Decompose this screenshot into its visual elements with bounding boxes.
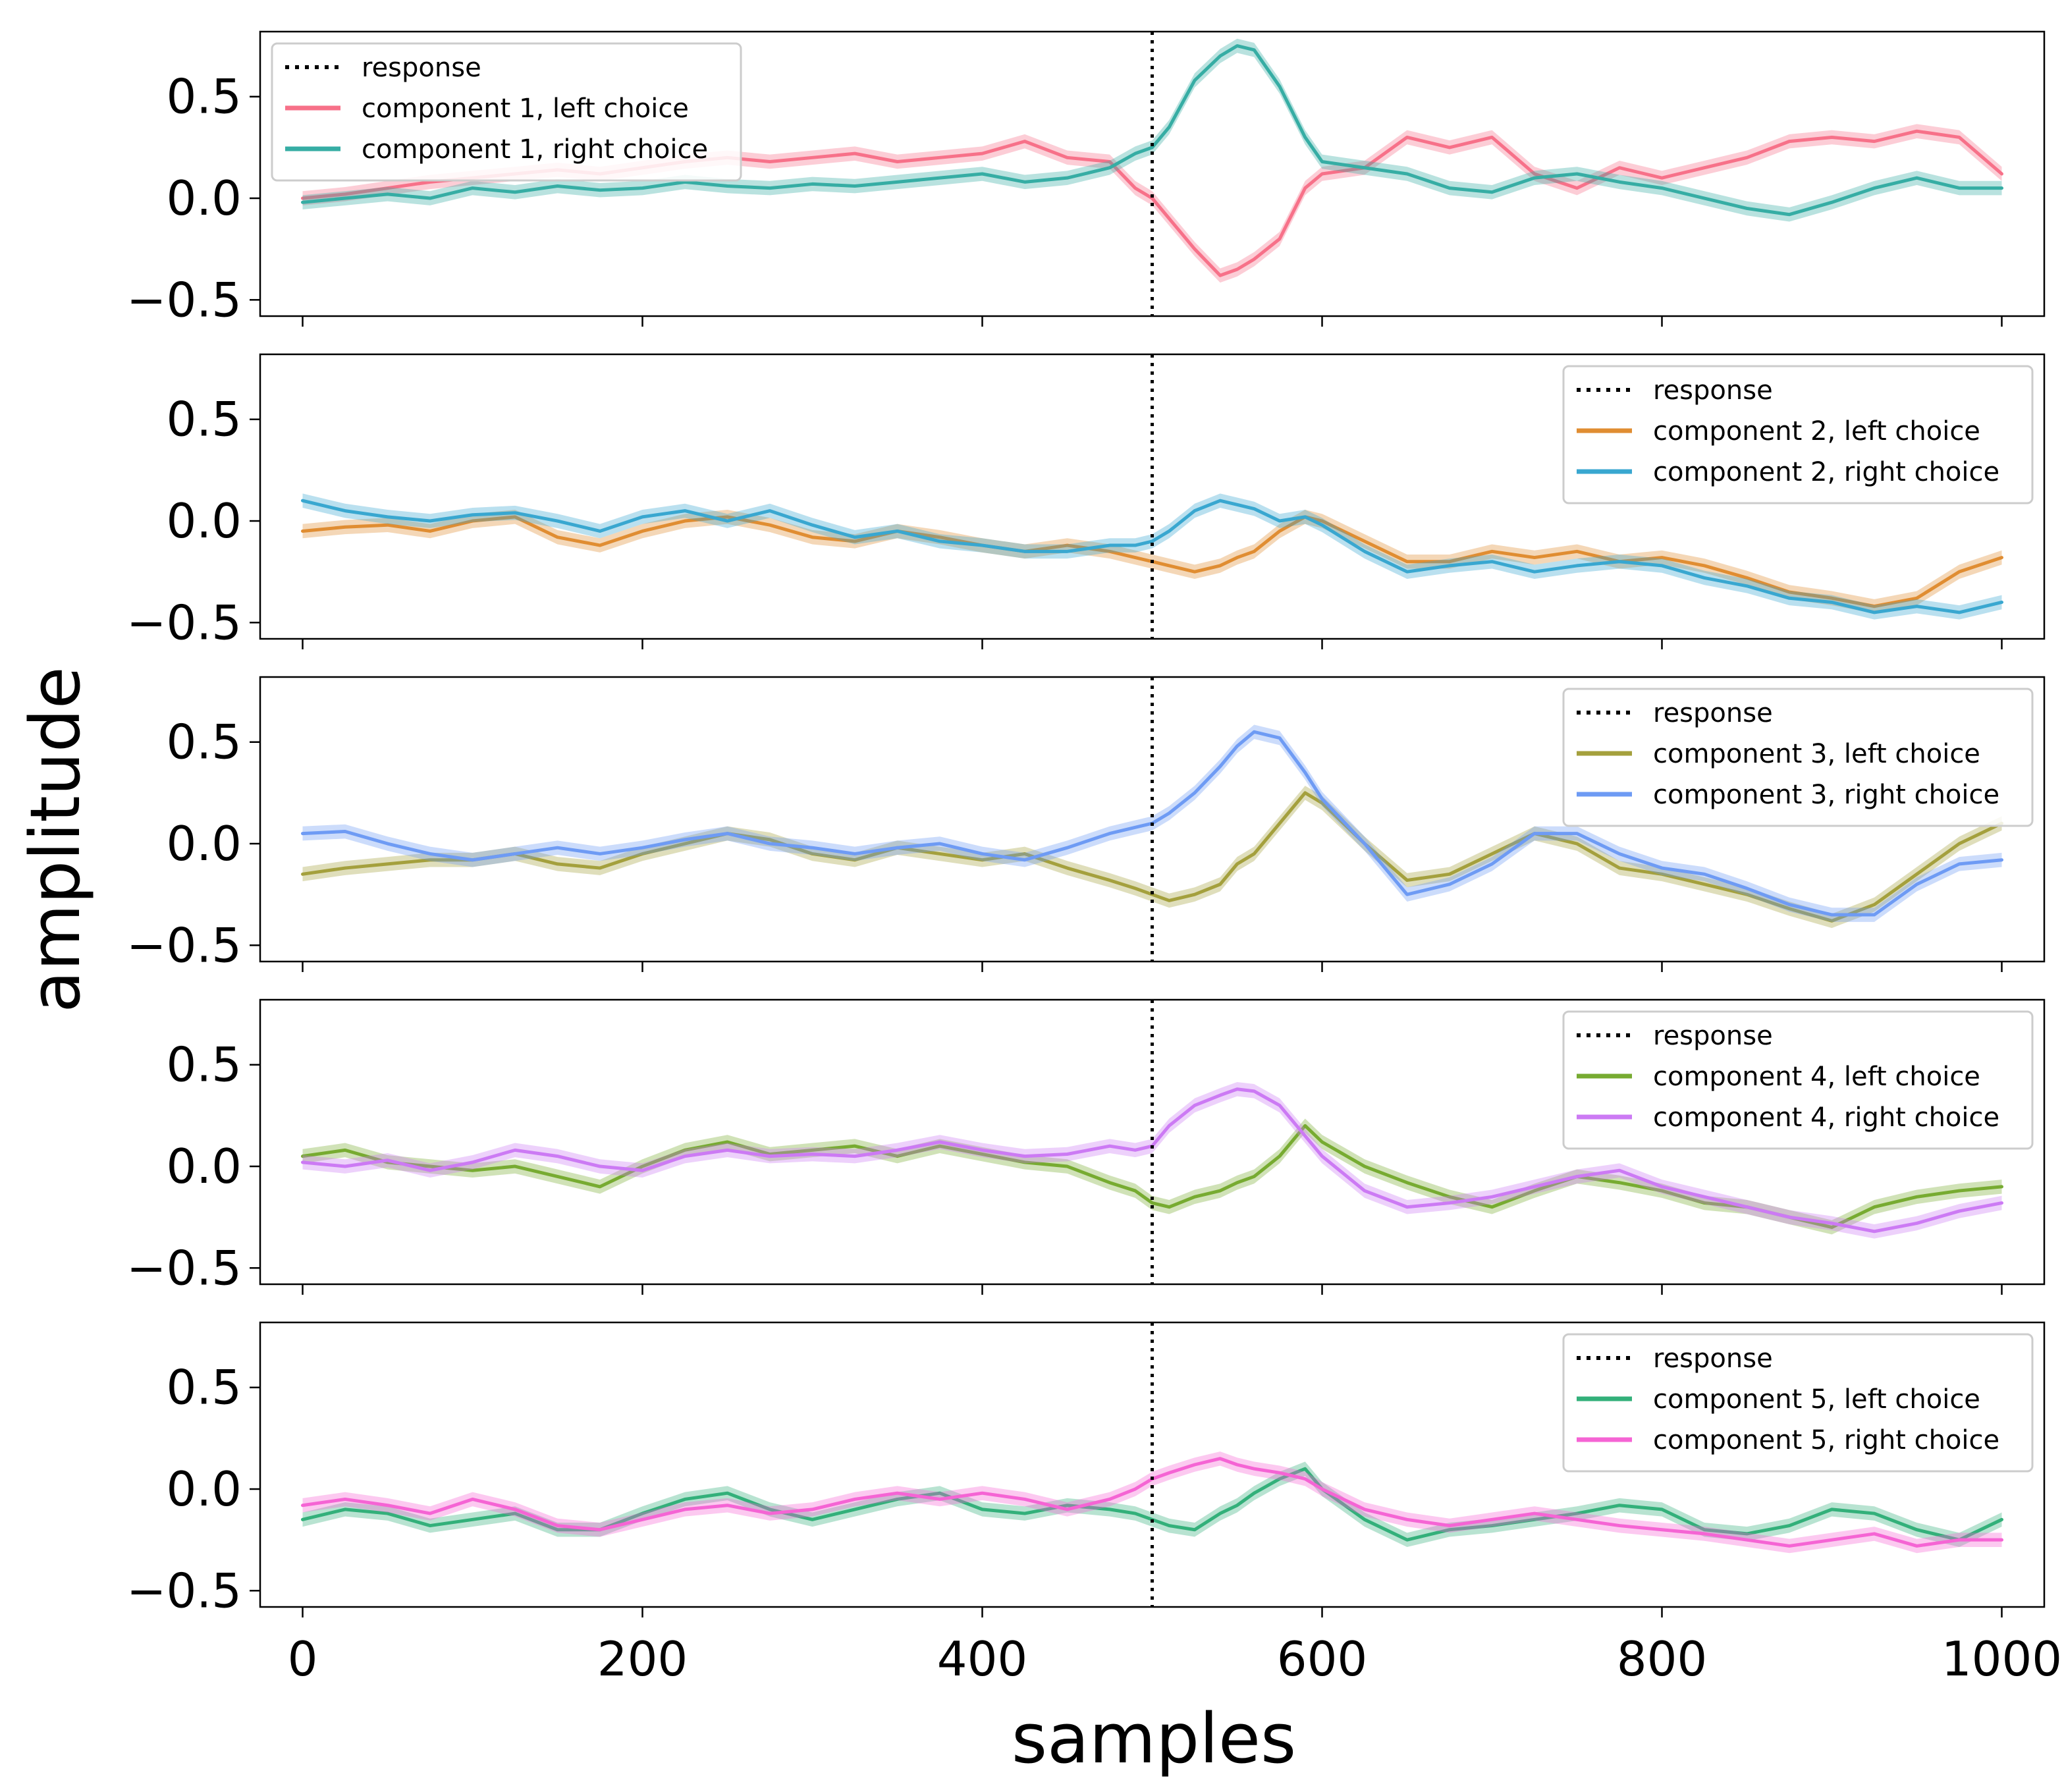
panel-5: 0.5 0.0 −0.5 0 200 400 600 800 1000 response compo…	[126, 1321, 2062, 1687]
legend-label-4-3: component 4, right choice	[1653, 1102, 1999, 1133]
series-line-3-1	[301, 791, 2003, 923]
legend-label-4-2: component 4, left choice	[1653, 1062, 1980, 1092]
legend-label-1-3: component 1, right choice	[362, 134, 708, 165]
x-tick-label-2: 200	[597, 1631, 688, 1687]
axes-frame-4	[259, 998, 2046, 1286]
series-line-5-2	[301, 1457, 2003, 1548]
panel-5-data	[301, 1451, 2003, 1554]
x-tick-label-3: 400	[937, 1631, 1027, 1687]
y-tick-label-1-2: 0.0	[166, 171, 242, 226]
axes-frame-5	[259, 1321, 2046, 1608]
series-band-5-1	[302, 1461, 2002, 1547]
axes-frame-2	[259, 353, 2046, 640]
y-tick-label-5-1: 0.5	[166, 1360, 242, 1415]
y-tick-label-5-2: 0.0	[166, 1461, 242, 1517]
series-line-4-1	[301, 1124, 2003, 1230]
legend-label-2-1: response	[1653, 375, 1773, 406]
y-tick-label-4-3: −0.5	[126, 1240, 242, 1295]
legend-label-5-2: component 5, left choice	[1653, 1384, 1980, 1415]
panel-1: 0.5 0.0 −0.5 response component 1, left choi…	[126, 30, 2046, 327]
legend-box-4	[1562, 1010, 2034, 1150]
legend-3: response component 3, left choice componen…	[1562, 688, 2034, 827]
y-tick-label-3-3: −0.5	[126, 917, 242, 973]
legend-4: response component 4, left choice componen…	[1562, 1010, 2034, 1150]
y-tick-label-3-1: 0.5	[166, 715, 242, 770]
series-band-4-1	[302, 1118, 2002, 1235]
series-line-1-2	[301, 44, 2003, 217]
panel-4: 0.5 0.0 −0.5 response component 4, left choi…	[126, 998, 2046, 1295]
legend-label-3-1: response	[1653, 698, 1773, 728]
x-tick-label-6: 1000	[1942, 1631, 2062, 1687]
y-tick-label-5-3: −0.5	[126, 1563, 242, 1618]
series-line-2-1	[301, 515, 2003, 609]
panel-4-data	[301, 1081, 2003, 1239]
y-tick-label-2-2: 0.0	[166, 493, 242, 549]
series-line-4-2	[301, 1087, 2003, 1234]
series-line-2-2	[301, 499, 2003, 614]
legend-label-2-3: component 2, right choice	[1653, 457, 1999, 487]
legend-5: response component 5, left choice componen…	[1562, 1333, 2034, 1473]
x-tick-label-5: 800	[1617, 1631, 1707, 1687]
legend-box-1	[271, 42, 742, 182]
x-axis-title: samples	[1012, 1698, 1296, 1779]
y-tick-label-2-1: 0.5	[166, 392, 242, 447]
legend-box-2	[1562, 365, 2034, 504]
series-line-5-1	[301, 1467, 2003, 1542]
series-band-1-2	[302, 38, 2002, 222]
panel-2: 0.5 0.0 −0.5 response component 2, left choi…	[126, 353, 2046, 650]
series-band-5-2	[302, 1451, 2002, 1554]
legend-label-5-1: response	[1653, 1344, 1773, 1374]
axes-frame-1	[259, 30, 2046, 317]
legend-label-3-3: component 3, right choice	[1653, 780, 1999, 810]
legend-1: response component 1, left choice componen…	[271, 42, 742, 182]
legend-label-2-2: component 2, left choice	[1653, 416, 1980, 447]
y-axis-title: amplitude	[15, 666, 95, 1013]
y-tick-label-1-3: −0.5	[126, 272, 242, 327]
legend-label-3-2: component 3, left choice	[1653, 739, 1980, 769]
series-line-3-2	[301, 730, 2003, 917]
legend-label-4-1: response	[1653, 1021, 1773, 1051]
x-tick-label-1: 0	[288, 1631, 318, 1687]
panel-2-data	[301, 493, 2003, 620]
y-tick-label-2-3: −0.5	[126, 595, 242, 650]
x-tick-label-4: 600	[1277, 1631, 1367, 1687]
panels: 0.5 0.0 −0.5 response component 1, left choi…	[126, 30, 2062, 1687]
series-band-2-2	[302, 493, 2002, 620]
legend-label-5-3: component 5, right choice	[1653, 1425, 1999, 1455]
axes-frame-3	[259, 676, 2046, 963]
legend-label-1-2: component 1, left choice	[362, 94, 689, 124]
y-tick-label-3-2: 0.0	[166, 816, 242, 871]
legend-box-3	[1562, 688, 2034, 827]
y-tick-label-4-2: 0.0	[166, 1139, 242, 1194]
legend-box-5	[1562, 1333, 2034, 1473]
legend-2: response component 2, left choice componen…	[1562, 365, 2034, 504]
y-tick-label-4-1: 0.5	[166, 1037, 242, 1093]
panel-3: 0.5 0.0 −0.5 response component 3, left choi…	[126, 676, 2046, 973]
legend-label-1-1: response	[362, 53, 481, 83]
y-tick-label-1-1: 0.5	[166, 69, 242, 124]
